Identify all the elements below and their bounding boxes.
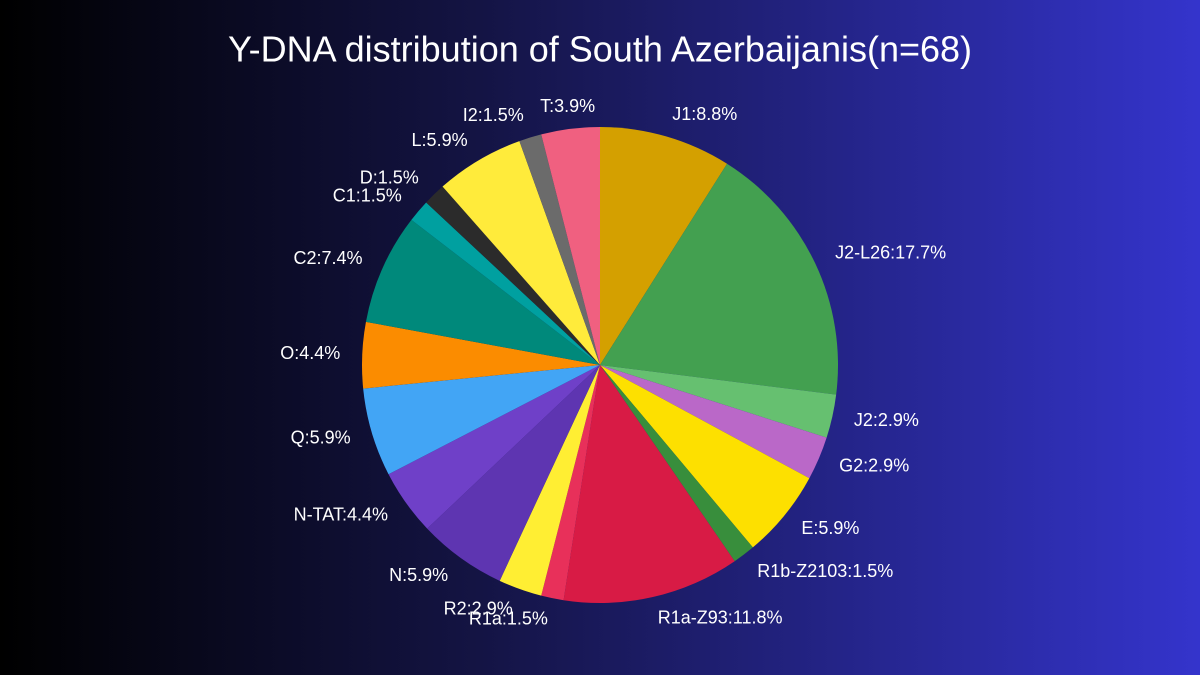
slice-label: N:5.9%	[389, 565, 448, 585]
slice-label: J2-L26:17.7%	[835, 243, 946, 263]
slice-label: T:3.9%	[540, 96, 595, 116]
slice-label: R1a-Z93:11.8%	[658, 607, 783, 627]
pie-slice	[388, 365, 600, 529]
slice-label: R1a:1.5%	[469, 608, 548, 628]
slice-label: O:4.4%	[280, 343, 340, 363]
pie-slice	[600, 127, 728, 365]
slice-label: J2:2.9%	[854, 410, 919, 430]
slice-label: L:5.9%	[412, 130, 468, 150]
pie-slice	[411, 202, 600, 365]
slice-label: C2:7.4%	[293, 248, 362, 268]
pie-slice	[563, 365, 735, 603]
pie-slice	[426, 186, 600, 365]
slice-label: R2:2.9%	[444, 599, 513, 619]
pie-slice	[541, 127, 600, 365]
pie-slice	[499, 365, 600, 596]
pie-slice	[600, 365, 810, 548]
slice-label: Q:5.9%	[291, 428, 351, 448]
slice-label: C1:1.5%	[333, 185, 402, 205]
slice-label: N-TAT:4.4%	[294, 504, 388, 524]
pie-slice	[519, 134, 600, 365]
slice-label: I2:1.5%	[463, 105, 524, 125]
pie-slice	[600, 365, 827, 479]
pie-slice	[600, 365, 753, 562]
pie-slice	[541, 365, 600, 601]
slice-label: J1:8.8%	[672, 104, 737, 124]
pie-slice	[442, 141, 600, 365]
slice-label: D:1.5%	[360, 167, 419, 187]
slice-label: E:5.9%	[801, 518, 859, 538]
pie-slice	[362, 321, 600, 389]
pie-slice	[365, 219, 600, 365]
pie-slice	[600, 365, 837, 438]
slice-label: R1b-Z2103:1.5%	[757, 561, 893, 581]
pie-slice	[427, 365, 600, 581]
pie-slice	[363, 365, 600, 475]
chart-title: Y-DNA distribution of South Azerbaijanis…	[228, 29, 972, 70]
slice-label: G2:2.9%	[839, 456, 909, 476]
pie-slice	[600, 163, 838, 395]
